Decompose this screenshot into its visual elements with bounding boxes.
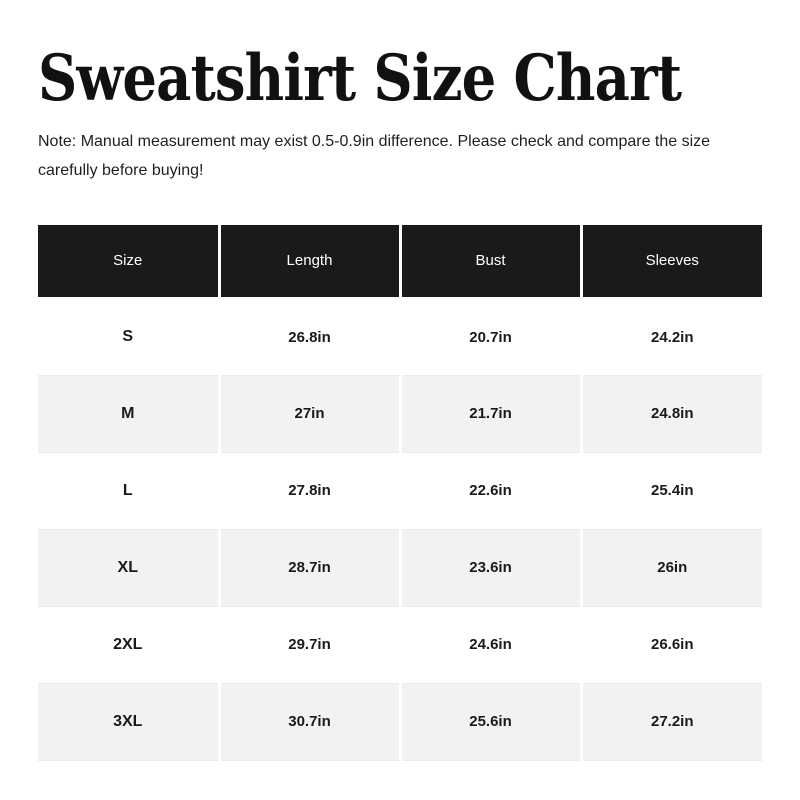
size-chart-table: Size Length Bust Sleeves S 26.8in 20.7in… — [38, 225, 762, 761]
size-chart-page: Sweatshirt Size Chart Note: Manual measu… — [38, 41, 762, 761]
page-title: Sweatshirt Size Chart — [38, 41, 682, 116]
length-cell: 27in — [219, 374, 402, 453]
measurement-note-line-2: carefully before buying! — [38, 162, 204, 180]
table-row: L 27.8in 22.6in 25.4in — [38, 451, 762, 530]
sleeves-cell: 24.2in — [581, 298, 762, 376]
bust-cell: 20.7in — [400, 298, 583, 376]
bust-cell: 23.6in — [400, 528, 583, 607]
size-cell: 2XL — [38, 605, 221, 684]
length-cell: 27.8in — [219, 451, 402, 530]
column-header-length: Length — [219, 225, 402, 300]
size-cell: M — [38, 374, 221, 453]
bust-cell: 24.6in — [400, 605, 583, 684]
length-cell: 29.7in — [219, 605, 402, 684]
column-header-bust: Bust — [400, 225, 583, 300]
sleeves-cell: 24.8in — [581, 374, 762, 453]
size-cell: 3XL — [38, 682, 221, 761]
column-header-sleeves: Sleeves — [581, 225, 762, 300]
bust-cell: 22.6in — [400, 451, 583, 530]
table-header-row: Size Length Bust Sleeves — [38, 225, 762, 300]
sleeves-cell: 26.6in — [581, 605, 762, 684]
table-row: 2XL 29.7in 24.6in 26.6in — [38, 605, 762, 684]
table-row: 3XL 30.7in 25.6in 27.2in — [38, 682, 762, 761]
table-row: M 27in 21.7in 24.8in — [38, 374, 762, 453]
sleeves-cell: 25.4in — [581, 451, 762, 530]
size-cell: XL — [38, 528, 221, 607]
column-header-size: Size — [38, 225, 221, 300]
size-cell: S — [38, 298, 221, 376]
sleeves-cell: 26in — [581, 528, 762, 607]
sleeves-cell: 27.2in — [581, 682, 762, 761]
measurement-note: Note: Manual measurement may exist 0.5-0… — [38, 127, 762, 185]
bust-cell: 21.7in — [400, 374, 583, 453]
length-cell: 28.7in — [219, 528, 402, 607]
length-cell: 26.8in — [219, 298, 402, 376]
table-row: S 26.8in 20.7in 24.2in — [38, 298, 762, 376]
length-cell: 30.7in — [219, 682, 402, 761]
table-row: XL 28.7in 23.6in 26in — [38, 528, 762, 607]
size-cell: L — [38, 451, 221, 530]
bust-cell: 25.6in — [400, 682, 583, 761]
measurement-note-line-1: Note: Manual measurement may exist 0.5-0… — [38, 133, 711, 151]
